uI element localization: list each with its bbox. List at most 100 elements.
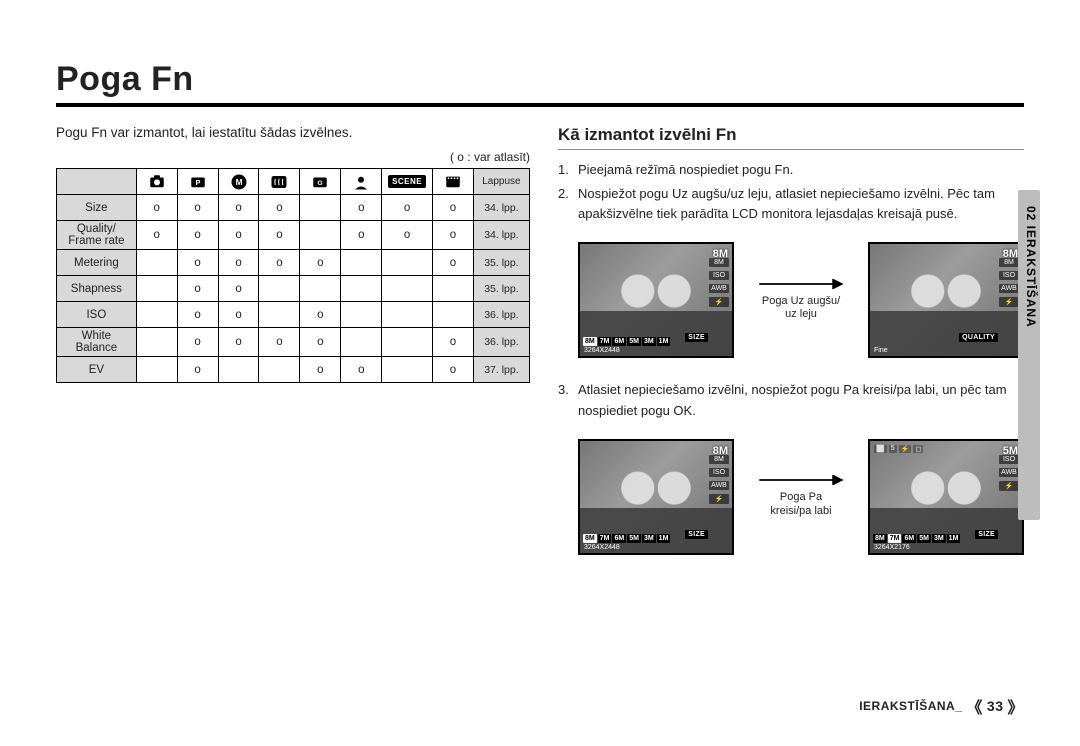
table-cell: o <box>432 328 473 357</box>
table-row: ISOooo36. lpp. <box>57 302 530 328</box>
screenshot-row-2: 8M 8M ISO AWB ⚡ SIZE 8M 7M 6M 5M <box>578 439 1024 555</box>
table-cell <box>259 276 300 302</box>
mode-icon-manual: M <box>218 169 259 195</box>
table-cell: o <box>382 195 433 221</box>
row-label: Shapness <box>57 276 137 302</box>
row-label: Quality/Frame rate <box>57 221 137 250</box>
left-column: Pogu Fn var izmantot, lai iestatītu šāda… <box>56 125 530 577</box>
table-cell: o <box>177 302 218 328</box>
table-cell: o <box>177 195 218 221</box>
table-cell: o <box>177 357 218 383</box>
table-row: Meteringooooo35. lpp. <box>57 250 530 276</box>
step-3: Atlasiet nepieciešamo izvēlni, nospiežot… <box>578 380 1024 420</box>
row-label: WhiteBalance <box>57 328 137 357</box>
arrow-2-label: Poga Pakreisi/pa labi <box>770 491 831 519</box>
table-legend: ( o : var atlasīt) <box>56 150 530 164</box>
table-cell: o <box>341 221 382 250</box>
mode-icon-scene: SCENE <box>382 169 433 195</box>
svg-text:G: G <box>318 180 323 187</box>
mode-icon-auto <box>136 169 177 195</box>
table-cell <box>300 195 341 221</box>
table-cell <box>300 221 341 250</box>
page-ref-cell: 37. lpp. <box>473 357 529 383</box>
table-cell <box>341 276 382 302</box>
arrow-icon <box>756 279 846 289</box>
mode-icon-dis <box>259 169 300 195</box>
table-row: WhiteBalanceooooo36. lpp. <box>57 328 530 357</box>
table-row: Quality/Frame rateooooooo34. lpp. <box>57 221 530 250</box>
footer: IERAKSTĪŠANA_ 《33》 <box>859 694 1024 718</box>
page-title: Poga Fn <box>56 60 1024 107</box>
svg-text:M: M <box>235 178 242 187</box>
arrow-icon <box>756 475 846 485</box>
table-cell: o <box>259 195 300 221</box>
row-label: EV <box>57 357 137 383</box>
table-cell: o <box>300 302 341 328</box>
table-cell: o <box>382 221 433 250</box>
page-ref-cell: 35. lpp. <box>473 276 529 302</box>
table-cell: o <box>432 357 473 383</box>
table-cell <box>341 302 382 328</box>
table-cell: o <box>177 221 218 250</box>
table-cell <box>136 328 177 357</box>
table-row: Sizeooooooo34. lpp. <box>57 195 530 221</box>
intro-text: Pogu Fn var izmantot, lai iestatītu šāda… <box>56 125 530 140</box>
table-cell: o <box>432 221 473 250</box>
table-row: Shapness oo 35. lpp. <box>57 276 530 302</box>
lcd-shot-2: 8M 8M ISO AWB ⚡ QUALITY Fine <box>868 242 1024 358</box>
col-page: Lappuse <box>473 169 529 195</box>
table-cell <box>382 357 433 383</box>
table-cell: o <box>300 357 341 383</box>
table-cell <box>136 357 177 383</box>
table-cell <box>300 276 341 302</box>
table-cell <box>382 328 433 357</box>
table-cell <box>218 357 259 383</box>
side-tab-label: 02 IERAKSTĪŠANA <box>1024 206 1038 328</box>
table-row: EVoooo37. lpp. <box>57 357 530 383</box>
table-cell: o <box>259 221 300 250</box>
row-label: Size <box>57 195 137 221</box>
page-ref-cell: 35. lpp. <box>473 250 529 276</box>
table-body: Sizeooooooo34. lpp.Quality/Frame rateooo… <box>57 195 530 383</box>
table-cell: o <box>432 250 473 276</box>
mode-icon-program: P <box>177 169 218 195</box>
lcd-shot-4: ⬜ 5 ⚡ ◻ 5M ISO AWB ⚡ SIZE 8M <box>868 439 1024 555</box>
section-subhead: Kā izmantot izvēlni Fn <box>558 125 1024 150</box>
table-cell <box>382 276 433 302</box>
table-cell: o <box>177 250 218 276</box>
table-cell <box>136 250 177 276</box>
mode-icon-portrait <box>341 169 382 195</box>
step-1: Pieejamā režīmā nospiediet pogu Fn. <box>578 160 793 180</box>
arrow-1-label: Poga Uz augšu/uz leju <box>762 295 840 323</box>
table-cell <box>382 302 433 328</box>
table-cell: o <box>218 302 259 328</box>
table-cell <box>432 276 473 302</box>
table-cell: o <box>218 250 259 276</box>
table-cell: o <box>300 250 341 276</box>
row-label: ISO <box>57 302 137 328</box>
step-2: Nospiežot pogu Uz augšu/uz leju, atlasie… <box>578 184 1024 224</box>
table-cell: o <box>218 195 259 221</box>
table-cell: o <box>177 276 218 302</box>
page-ref-cell: 36. lpp. <box>473 328 529 357</box>
lcd-shot-3: 8M 8M ISO AWB ⚡ SIZE 8M 7M 6M 5M <box>578 439 734 555</box>
table-cell: o <box>218 221 259 250</box>
mode-icon-guide: G <box>300 169 341 195</box>
steps-list: 1.Pieejamā režīmā nospiediet pogu Fn. 2.… <box>558 160 1024 224</box>
right-column: Kā izmantot izvēlni Fn 1.Pieejamā režīmā… <box>558 125 1024 577</box>
table-cell: o <box>218 328 259 357</box>
table-cell: o <box>136 221 177 250</box>
table-cell <box>136 302 177 328</box>
table-cell <box>259 302 300 328</box>
page-ref-cell: 36. lpp. <box>473 302 529 328</box>
page-ref-cell: 34. lpp. <box>473 221 529 250</box>
table-cell: o <box>177 328 218 357</box>
table-cell <box>382 250 433 276</box>
table-cell: o <box>218 276 259 302</box>
table-cell <box>432 302 473 328</box>
table-cell: o <box>259 250 300 276</box>
table-cell: o <box>259 328 300 357</box>
mode-icon-movie <box>432 169 473 195</box>
table-cell: o <box>432 195 473 221</box>
table-cell <box>341 250 382 276</box>
